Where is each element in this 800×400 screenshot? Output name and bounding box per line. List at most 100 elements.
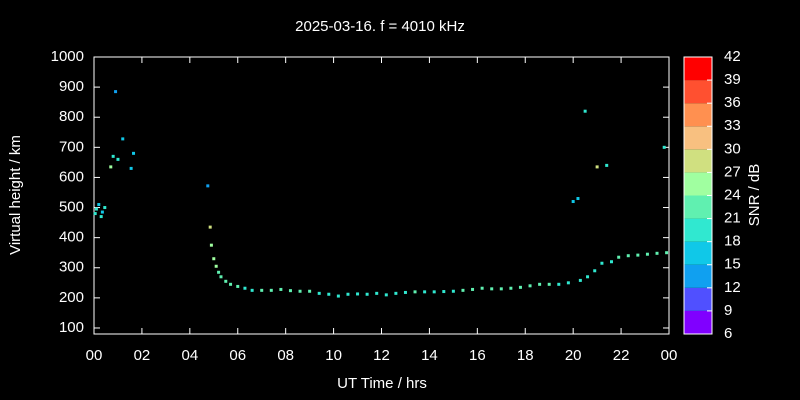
point [547, 282, 551, 286]
point [557, 282, 561, 286]
colorbar-tick-label: 39 [724, 71, 741, 88]
point [365, 292, 369, 296]
point [451, 289, 455, 293]
point [100, 210, 104, 214]
y-tick-label: 300 [59, 259, 84, 276]
point [595, 165, 599, 169]
point [583, 109, 587, 113]
colorbar-tick-label: 24 [724, 186, 741, 203]
point [298, 289, 302, 293]
x-tick-label: 16 [469, 347, 486, 364]
y-tick-label: 900 [59, 78, 84, 95]
colorbar-band [684, 172, 712, 196]
point [214, 264, 218, 268]
y-tick-label: 400 [59, 229, 84, 246]
colorbar-tick-label: 21 [724, 210, 741, 227]
colorbar-band [684, 149, 712, 173]
point [617, 255, 621, 259]
colorbar-band [684, 218, 712, 242]
colorbar-band [684, 287, 712, 311]
x-tick-label: 10 [325, 347, 342, 364]
x-tick-label: 18 [517, 347, 534, 364]
point [423, 290, 427, 294]
colorbar-tick-label: 9 [724, 302, 732, 319]
point [471, 287, 475, 291]
colorbar-tick-label: 33 [724, 117, 741, 134]
point [209, 243, 213, 247]
point [538, 282, 542, 286]
point [346, 292, 350, 296]
point [518, 285, 522, 289]
point [308, 289, 312, 293]
colorbar-tick-label: 18 [724, 233, 741, 250]
point [279, 287, 283, 291]
colorbar-tick-label: 6 [724, 325, 732, 342]
y-tick-label: 600 [59, 168, 84, 185]
y-tick-label: 1000 [51, 48, 84, 65]
point [116, 157, 120, 161]
point [288, 289, 292, 293]
point [600, 261, 604, 265]
x-tick-label: 00 [661, 347, 678, 364]
point [111, 154, 115, 158]
colorbar-band [684, 195, 712, 219]
point [626, 254, 630, 258]
y-tick-label: 200 [59, 289, 84, 306]
x-tick-label: 08 [277, 347, 294, 364]
y-tick-label: 100 [59, 319, 84, 336]
colorbar-band [684, 241, 712, 265]
y-tick-label: 800 [59, 108, 84, 125]
y-tick-label: 700 [59, 138, 84, 155]
colorbar-tick-label: 12 [724, 279, 741, 296]
point [655, 251, 659, 255]
colorbar-band [684, 80, 712, 104]
colorbar-label: SNR / dB [746, 164, 763, 227]
x-axis-label: UT Time / hrs [337, 375, 427, 392]
point [250, 288, 254, 292]
point [97, 203, 101, 207]
point [94, 207, 98, 211]
colorbar-band [684, 126, 712, 150]
x-tick-label: 00 [86, 347, 103, 364]
point [509, 286, 513, 290]
point [566, 281, 570, 285]
point [103, 206, 107, 210]
point [224, 279, 228, 283]
x-tick-label: 02 [134, 347, 151, 364]
point [571, 200, 575, 204]
point [499, 287, 503, 291]
x-tick-label: 20 [565, 347, 582, 364]
point [665, 251, 669, 255]
point [394, 291, 398, 295]
x-tick-label: 22 [613, 347, 630, 364]
chart-title: 2025-03-16. f = 4010 kHz [295, 18, 465, 35]
point [260, 288, 264, 292]
point [432, 290, 436, 294]
colorbar-tick-label: 27 [724, 163, 741, 180]
point [662, 145, 666, 149]
point [206, 184, 210, 188]
x-tick-label: 04 [181, 347, 198, 364]
point [461, 288, 465, 292]
colorbar-tick-label: 15 [724, 256, 741, 273]
colorbar-band [684, 103, 712, 127]
point [219, 275, 223, 279]
point [93, 212, 97, 216]
plot-frame [93, 56, 670, 335]
x-tick-label: 06 [229, 347, 246, 364]
x-tick-label: 12 [373, 347, 390, 364]
y-tick-label: 500 [59, 199, 84, 216]
point [403, 290, 407, 294]
point [229, 282, 233, 286]
point [132, 151, 136, 155]
point [528, 284, 532, 288]
point [593, 269, 597, 273]
point [243, 286, 247, 290]
point [375, 291, 379, 295]
x-tick-label: 14 [421, 347, 438, 364]
colorbar-tick-label: 42 [724, 48, 741, 65]
point [442, 290, 446, 294]
point [384, 293, 388, 297]
y-axis-label: Virtual height / km [7, 135, 24, 255]
